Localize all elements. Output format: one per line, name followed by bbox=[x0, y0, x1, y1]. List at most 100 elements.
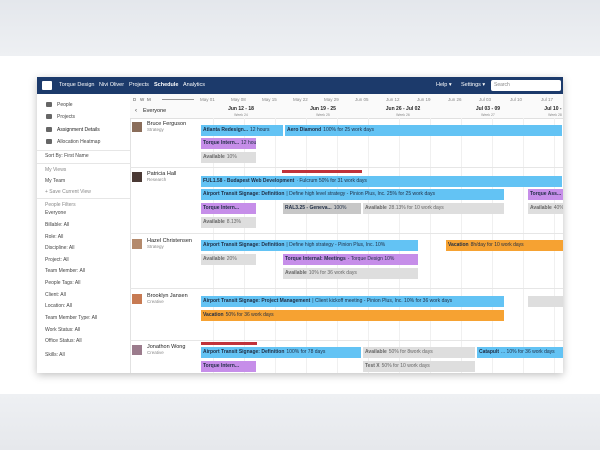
back-arrow[interactable]: ‹ bbox=[135, 108, 137, 114]
bar-detail: 8h/day for 10 work days bbox=[470, 242, 524, 248]
filter[interactable]: Project: All bbox=[45, 257, 69, 263]
block bbox=[528, 296, 563, 307]
filter[interactable]: People Tags: All bbox=[45, 280, 81, 286]
filter[interactable]: Discipline: All bbox=[45, 245, 75, 251]
assignment-bar[interactable]: Torque Internal: Meetings - Torque Design… bbox=[283, 254, 418, 265]
week-range: Jun 12 - 18 bbox=[228, 106, 254, 112]
row-divider bbox=[130, 233, 563, 234]
assignment-bar[interactable]: Vacation 50% for 36 work days bbox=[201, 310, 504, 321]
avatar bbox=[132, 294, 142, 304]
bar-title: Available bbox=[203, 219, 225, 225]
filter[interactable]: Skills: All bbox=[45, 352, 65, 358]
month-label: May 15 bbox=[262, 97, 277, 102]
view-option[interactable]: Allocation Heatmap bbox=[57, 139, 101, 145]
filter[interactable]: Billable: All bbox=[45, 222, 70, 228]
nav-link[interactable]: Analytics bbox=[183, 82, 206, 88]
bar-title: Airport Transit Signage: Definition bbox=[203, 242, 285, 248]
bar-detail: 12 hours bbox=[250, 127, 270, 133]
assignment-bar[interactable]: Catapult... 10% for 36 work days bbox=[477, 347, 563, 358]
filter[interactable]: Team Member: All bbox=[45, 268, 86, 274]
settings[interactable]: Settings ▾ bbox=[461, 82, 486, 88]
person-name[interactable]: Patricia Hall bbox=[147, 171, 177, 177]
filter[interactable]: Work Status: All bbox=[45, 327, 81, 333]
row-divider bbox=[130, 340, 563, 341]
assignment-bar[interactable]: Torque Intern... bbox=[201, 203, 256, 214]
avatar bbox=[132, 122, 142, 132]
assignment-bar[interactable]: Airport Transit Signage: Definition | Def… bbox=[201, 189, 504, 200]
filter[interactable]: Everyone bbox=[45, 210, 67, 216]
filter[interactable]: Location: All bbox=[45, 303, 72, 309]
my-view[interactable]: My Team bbox=[45, 178, 66, 184]
avatar bbox=[132, 172, 142, 182]
bar-title: Available bbox=[203, 154, 225, 160]
zoom-option[interactable]: W bbox=[140, 97, 145, 102]
assignment-bar[interactable]: Aero Diamond 100% for 25 work days bbox=[285, 125, 562, 136]
bar-detail: 50% for 8work days bbox=[388, 349, 433, 355]
assignment-bar[interactable]: Test X 50% for 10 work days bbox=[363, 361, 475, 372]
assignment-bar[interactable]: Atlanta Redesign... 12 hours bbox=[201, 125, 283, 136]
assignment-bar[interactable]: Available 40% bbox=[528, 203, 563, 214]
assignment-bar[interactable]: Available 20% bbox=[201, 254, 256, 265]
person-name[interactable]: Hazel Christensen bbox=[147, 238, 192, 244]
bar-detail: ... 10% for 36 work days bbox=[501, 349, 555, 355]
bar-title: Airport Transit Signage: Definition bbox=[203, 191, 285, 197]
zoom-option[interactable]: M bbox=[147, 97, 151, 102]
assignment-bar[interactable]: Airport Transit Signage: Project Managem… bbox=[201, 296, 504, 307]
bar-title: Available bbox=[365, 205, 387, 211]
month-label: Jul 03 bbox=[479, 97, 492, 102]
week-number: Week 26 bbox=[396, 113, 410, 117]
bar-detail: 50% for 36 work days bbox=[225, 312, 274, 318]
person-name[interactable]: Jonathon Wong bbox=[147, 344, 186, 350]
app-window: Torque Design Nivi Oliver Projects Sched… bbox=[37, 77, 563, 373]
bar-detail: | Define high strategy - Pinion Plus, In… bbox=[286, 242, 386, 248]
user[interactable]: Nivi Oliver bbox=[99, 82, 125, 88]
view-option[interactable]: Assignment Details bbox=[57, 127, 100, 133]
zoom-option[interactable]: D bbox=[133, 97, 137, 102]
my-view[interactable]: + Save Current View bbox=[45, 189, 91, 195]
filter[interactable]: Team Member Type: All bbox=[45, 315, 98, 321]
filter[interactable]: Role: All bbox=[45, 234, 64, 240]
assignment-bar[interactable]: Available 10% for 36 work days bbox=[283, 268, 418, 279]
assignment-bar[interactable]: Available 50% for 8work days bbox=[363, 347, 475, 358]
assignment-bar[interactable]: Airport Transit Signage: Definition | Def… bbox=[201, 240, 418, 251]
week-range: Jun 19 - 25 bbox=[310, 106, 336, 112]
bar-detail: 10% bbox=[226, 154, 237, 160]
filter[interactable]: Office Status: All bbox=[45, 338, 82, 344]
filter[interactable]: Client: All bbox=[45, 292, 66, 298]
bar-title: Catapult bbox=[479, 349, 499, 355]
group-label[interactable]: Everyone bbox=[143, 108, 167, 114]
assignment-bar[interactable]: Available 28.13% for 10 work days bbox=[363, 203, 504, 214]
brand[interactable]: Torque Design bbox=[59, 82, 95, 88]
month-label: Jul 10 bbox=[510, 97, 523, 102]
assignment-bar[interactable]: Torque Ass... bbox=[528, 189, 563, 200]
bar-detail: 50% for 10 work days bbox=[381, 363, 430, 369]
assignment-bar[interactable]: Torque Intern... bbox=[201, 361, 256, 372]
assignment-bar[interactable]: FUL1.58 - Budapest Web Development · Fulc… bbox=[201, 176, 562, 187]
background-bottom bbox=[0, 394, 600, 450]
sort[interactable]: Sort By: First Name bbox=[45, 153, 89, 159]
bar-title: Torque Internal: Meetings bbox=[285, 256, 346, 262]
bar-title: Test X bbox=[365, 363, 380, 369]
assignment-bar[interactable]: Available 8.13% bbox=[201, 217, 256, 228]
person-name[interactable]: Bruce Ferguson bbox=[147, 121, 187, 127]
bar-title: Airport Transit Signage: Project Managem… bbox=[203, 298, 311, 304]
person-role: Research bbox=[147, 177, 167, 182]
person-name[interactable]: Brooklyn Jansen bbox=[147, 293, 188, 299]
month-label: Jun 19 bbox=[417, 97, 431, 102]
avatar bbox=[132, 345, 142, 355]
nav-link[interactable]: Schedule bbox=[154, 82, 179, 88]
view-option[interactable]: Projects bbox=[57, 114, 76, 120]
assignment-bar[interactable]: Vacation 8h/day for 10 work days bbox=[446, 240, 563, 251]
search-box[interactable]: Search bbox=[491, 80, 561, 91]
nav-link[interactable]: Projects bbox=[129, 82, 149, 88]
view-option[interactable]: People bbox=[57, 102, 73, 108]
month-label: May 29 bbox=[324, 97, 339, 102]
assignment-bar[interactable]: Airport Transit Signage: Definition 100% … bbox=[201, 347, 361, 358]
bar-detail: | Define high level strategy - Pinion Pl… bbox=[286, 191, 435, 197]
help[interactable]: Help ▾ bbox=[436, 82, 452, 88]
assignment-bar[interactable]: RAL3.25 - Geneva... 100% bbox=[283, 203, 361, 214]
bar-title: Vacation bbox=[448, 242, 469, 248]
assignment-bar[interactable]: Available 10% bbox=[201, 152, 256, 163]
assignment-bar[interactable]: Torque Intern...12 hours bbox=[201, 138, 256, 149]
